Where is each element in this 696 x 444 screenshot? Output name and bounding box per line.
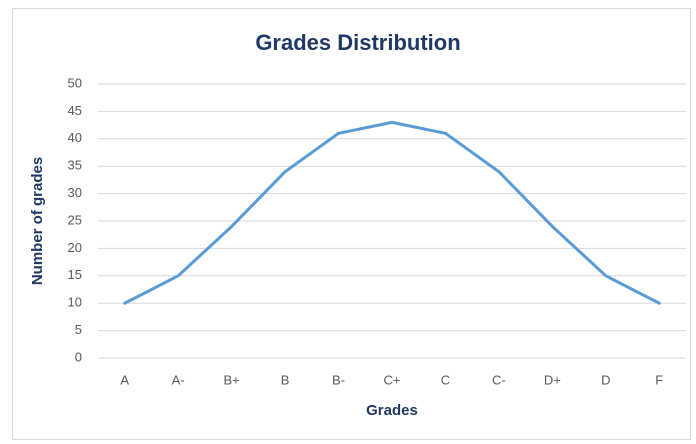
y-tick-label: 35 bbox=[68, 158, 82, 173]
x-tick-label: B bbox=[281, 372, 290, 387]
chart-border bbox=[12, 8, 691, 440]
x-tick-label: B+ bbox=[224, 372, 240, 387]
y-tick-label: 0 bbox=[75, 349, 82, 364]
x-tick-label: D bbox=[601, 372, 610, 387]
x-tick-label: B- bbox=[332, 372, 345, 387]
y-tick-label: 40 bbox=[68, 130, 82, 145]
series-line bbox=[123, 120, 661, 305]
x-tick-label: D+ bbox=[544, 372, 561, 387]
x-tick-label: A- bbox=[172, 372, 185, 387]
x-tick-label: C+ bbox=[384, 372, 401, 387]
y-tick-label: 50 bbox=[68, 75, 82, 90]
x-axis-title: Grades bbox=[366, 402, 418, 419]
y-tick-label: 25 bbox=[68, 212, 82, 227]
y-tick-label: 15 bbox=[68, 267, 82, 282]
y-axis-title: Number of grades bbox=[29, 157, 46, 285]
y-tick-label: 45 bbox=[68, 103, 82, 118]
y-tick-label: 20 bbox=[68, 240, 82, 255]
x-tick-label: A bbox=[120, 372, 129, 387]
y-tick-label: 30 bbox=[68, 185, 82, 200]
x-tick-label: F bbox=[655, 372, 663, 387]
x-tick-label: C bbox=[441, 372, 450, 387]
x-tick-label: C- bbox=[492, 372, 506, 387]
y-tick-label: 5 bbox=[75, 322, 82, 337]
chart-title: Grades Distribution bbox=[255, 30, 460, 55]
y-tick-label: 10 bbox=[68, 295, 82, 310]
